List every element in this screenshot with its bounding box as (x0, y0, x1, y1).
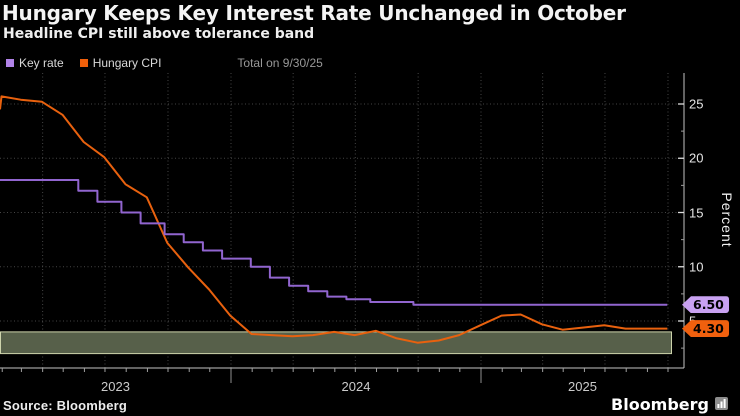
series-line-key-rate (0, 179, 668, 306)
bloomberg-logo-text: Bloomberg (611, 395, 709, 414)
chart-legend: Key rate Hungary CPI Total on 9/30/25 (6, 56, 323, 70)
series-line-hungary-cpi (0, 95, 668, 344)
last-value-badge-hungary-cpi: 4.30 (682, 320, 729, 338)
y-axis-title: Percent (719, 192, 735, 248)
legend-swatch-hungary-cpi (79, 59, 88, 67)
page-title: Hungary Keeps Key Interest Rate Unchange… (2, 1, 626, 25)
x-tick-label-2024: 2024 (341, 379, 371, 394)
y-tick-label: 15 (689, 205, 704, 220)
legend-swatch-key-rate (6, 59, 14, 67)
y-tick-label: 25 (689, 96, 704, 112)
chart-subtitle: Headline CPI still above tolerance band (3, 26, 315, 42)
x-tick-label-2025: 2025 (568, 379, 597, 394)
bloomberg-logo: Bloomberg (611, 395, 728, 414)
bloomberg-chart-icon (715, 395, 728, 414)
y-tick-label: 10 (689, 259, 704, 275)
source-credit: Source: Bloomberg (3, 398, 128, 413)
x-tick-label-2023: 2023 (101, 379, 130, 394)
legend-label-hungary-cpi: Hungary CPI (92, 56, 162, 70)
tolerance-band (0, 331, 672, 355)
y-tick-label: 20 (689, 150, 704, 166)
legend-note-total-date: Total on 9/30/25 (237, 56, 323, 70)
legend-label-key-rate: Key rate (19, 56, 64, 70)
last-value-badge-key-rate: 6.50 (682, 296, 729, 314)
